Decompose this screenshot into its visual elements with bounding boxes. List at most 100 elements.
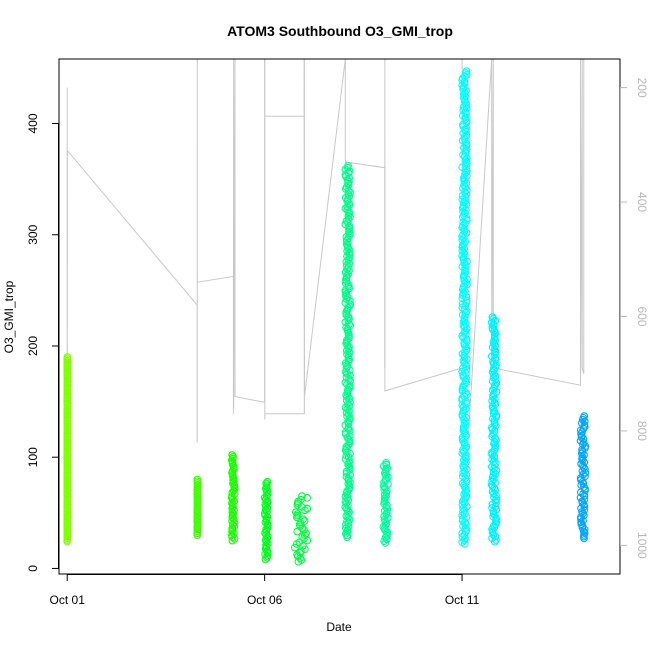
data-point [229, 515, 238, 524]
data-point [580, 451, 588, 459]
data-point [460, 245, 469, 253]
data-point [490, 493, 498, 502]
pressure-trace-line [66, 59, 585, 546]
x-axis-label: Date [326, 620, 352, 634]
data-point [580, 511, 588, 520]
data-point [379, 482, 388, 490]
data-point [228, 451, 236, 459]
right-tick-label: 600 [635, 306, 649, 326]
data-point [262, 479, 271, 488]
data-point [227, 456, 236, 465]
y-tick-label: 400 [26, 113, 40, 133]
data-point [345, 462, 354, 471]
data-point [345, 410, 353, 419]
right-tick-label: 800 [635, 421, 649, 441]
data-point [382, 458, 390, 467]
data-point [459, 239, 468, 248]
data-point [343, 195, 352, 204]
data-point [580, 495, 589, 504]
data-point [488, 313, 497, 321]
right-tick-label: 400 [635, 192, 649, 212]
data-point [490, 370, 498, 378]
data-point [298, 492, 306, 500]
data-point [228, 499, 236, 508]
data-point [459, 83, 468, 92]
data-point [383, 514, 392, 522]
data-point [460, 499, 469, 507]
data-point [346, 213, 354, 222]
data-point [579, 470, 587, 479]
series-9 [487, 313, 501, 546]
data-point [491, 341, 500, 350]
data-point [489, 320, 498, 329]
data-point [345, 320, 353, 328]
data-point [460, 88, 469, 97]
data-point [227, 531, 236, 540]
data-point [344, 519, 353, 527]
data-point [343, 400, 352, 408]
data-point [261, 495, 270, 504]
data-point [461, 92, 469, 100]
plot-frame [58, 58, 621, 575]
axes-layer: 0 100 200 300 400 Oct 01 Oct 06 Oct 11 200 400 600… [26, 78, 649, 607]
data-point [577, 518, 585, 527]
data-point [291, 508, 300, 516]
data-point [458, 246, 467, 255]
data-point [262, 525, 270, 534]
data-point [343, 206, 352, 215]
data-point [490, 345, 499, 354]
points-layer [63, 67, 590, 566]
right-tick-label: 1000 [635, 532, 649, 559]
data-point [345, 254, 354, 263]
data-point [491, 395, 499, 403]
data-point [578, 461, 587, 470]
data-point [460, 380, 469, 388]
data-point [381, 539, 390, 547]
data-point [458, 294, 467, 303]
data-point [460, 460, 469, 468]
data-point [461, 278, 470, 287]
data-point [462, 67, 471, 76]
data-point [346, 300, 355, 309]
data-point [262, 541, 270, 550]
data-point [491, 354, 500, 362]
series-10 [576, 412, 590, 543]
chart-title: ATOM3 Southbound O3_GMI_trop [227, 23, 453, 39]
data-point [341, 492, 350, 501]
data-point [489, 512, 497, 521]
data-point [261, 506, 270, 514]
data-point [580, 412, 589, 420]
y-tick-label: 100 [26, 447, 40, 467]
data-point [488, 323, 497, 332]
data-point [343, 490, 352, 499]
data-point [345, 457, 354, 465]
data-point [300, 534, 308, 543]
series-7 [379, 458, 392, 547]
data-point [263, 552, 272, 560]
series-1 [63, 353, 72, 546]
data-point [262, 530, 270, 539]
data-point [228, 517, 236, 525]
y-tick-label: 300 [26, 224, 40, 244]
series-6 [341, 161, 355, 542]
data-point [345, 426, 354, 435]
data-point [230, 506, 238, 515]
data-point [458, 501, 467, 509]
data-point [380, 524, 389, 533]
pressure-trace-layer [66, 59, 585, 546]
data-point [462, 190, 471, 198]
data-point [581, 442, 590, 451]
y-tick-label: 200 [26, 336, 40, 356]
series-2 [193, 475, 202, 539]
data-point [462, 117, 471, 125]
data-point [63, 353, 72, 361]
data-point [462, 442, 471, 451]
data-point [228, 520, 237, 529]
data-point [342, 505, 351, 513]
data-point [342, 448, 351, 456]
data-point [343, 526, 352, 535]
data-point [460, 188, 469, 196]
data-point [301, 531, 309, 540]
y-axis-label: O3_GMI_trop [2, 280, 16, 353]
x-tick-label: Oct 01 [50, 593, 86, 607]
